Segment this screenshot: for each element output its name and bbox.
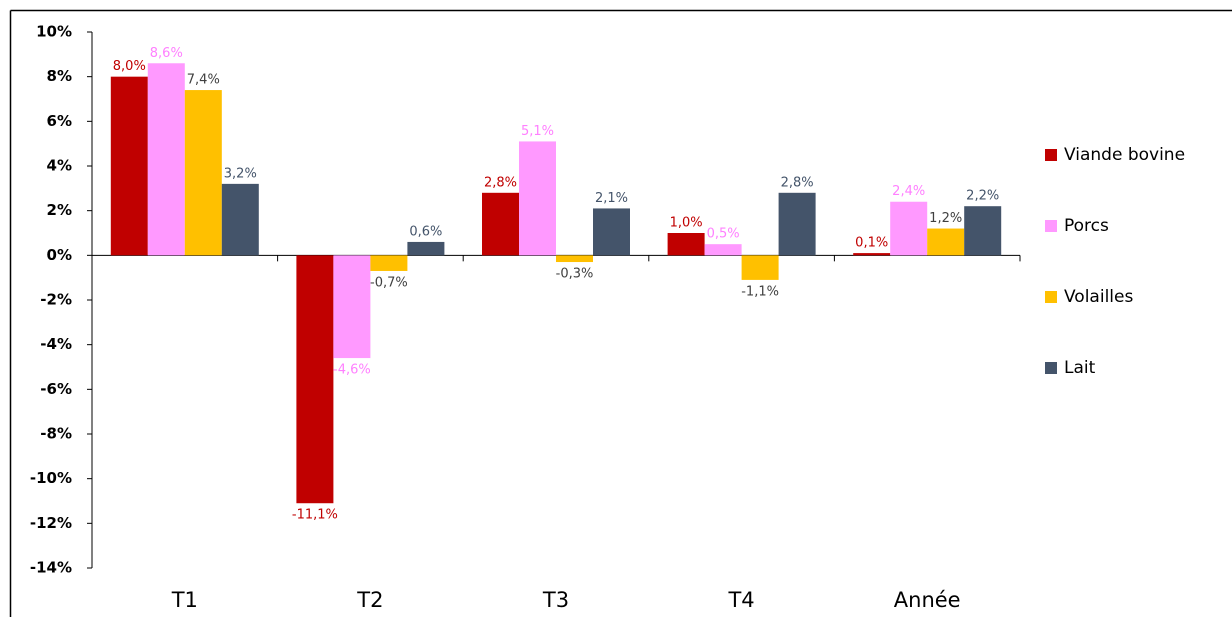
value-label: -0,7% — [370, 275, 408, 290]
x-tick-label: T3 — [542, 588, 569, 612]
legend-label: Lait — [1064, 358, 1096, 378]
bar — [667, 233, 705, 256]
value-label: 3,2% — [224, 166, 257, 181]
legend-swatch — [1045, 362, 1057, 374]
y-tick-label: 2% — [47, 201, 72, 219]
bar — [147, 63, 185, 256]
bar — [556, 255, 593, 263]
bar — [927, 228, 965, 256]
legend-label: Volailles — [1064, 287, 1133, 307]
bar — [704, 244, 742, 256]
y-tick-label: -8% — [40, 425, 72, 443]
y-tick-label: 0% — [47, 246, 72, 264]
bar — [778, 192, 816, 256]
value-label: 0,6% — [409, 224, 442, 239]
bar — [296, 255, 334, 504]
bar — [221, 183, 259, 256]
legend-label: Viande bovine — [1064, 145, 1185, 165]
y-tick-label: -6% — [40, 380, 72, 398]
y-tick-label: -12% — [30, 514, 72, 532]
bar — [890, 201, 928, 256]
value-label: -4,6% — [333, 363, 371, 378]
value-label: 2,2% — [966, 189, 999, 204]
value-label: 1,0% — [670, 216, 703, 231]
bar — [110, 76, 148, 256]
legend-swatch — [1045, 291, 1057, 303]
value-label: 5,1% — [521, 124, 554, 139]
bar — [333, 255, 371, 359]
y-tick-label: -2% — [40, 291, 72, 309]
legend-label: Porcs — [1064, 216, 1109, 236]
value-label: -0,3% — [556, 267, 594, 282]
legend-swatch — [1045, 149, 1057, 161]
bar — [853, 253, 891, 256]
bar — [370, 255, 408, 271]
bar — [519, 141, 556, 256]
y-tick-label: -14% — [30, 559, 72, 577]
x-tick-label: T1 — [171, 588, 198, 612]
bar — [741, 255, 779, 280]
bar — [964, 206, 1002, 256]
x-tick-label: T4 — [727, 588, 754, 612]
value-label: 2,1% — [595, 191, 628, 206]
y-tick-label: 8% — [47, 67, 72, 85]
bar — [482, 192, 519, 256]
value-label: 2,8% — [781, 175, 814, 190]
value-label: -1,1% — [741, 284, 779, 299]
x-tick-label: Année — [894, 588, 961, 612]
y-tick-label: -10% — [30, 469, 72, 487]
value-label: 8,0% — [113, 59, 146, 74]
bar — [184, 90, 222, 256]
y-tick-label: -4% — [40, 335, 72, 353]
value-label: 0,5% — [707, 227, 740, 242]
value-label: 7,4% — [187, 73, 220, 88]
bar — [407, 241, 445, 256]
bar — [593, 208, 630, 256]
y-tick-label: 4% — [47, 157, 72, 175]
value-label: 2,4% — [892, 184, 925, 199]
value-label: 8,6% — [150, 46, 183, 61]
y-tick-label: 6% — [47, 112, 72, 130]
value-label: 1,2% — [929, 211, 962, 226]
value-label: 0,1% — [855, 236, 888, 251]
y-tick-label: 10% — [36, 23, 72, 41]
x-tick-label: T2 — [356, 588, 383, 612]
legend-swatch — [1045, 220, 1057, 232]
value-label: -11,1% — [292, 508, 338, 523]
value-label: 2,8% — [484, 175, 517, 190]
